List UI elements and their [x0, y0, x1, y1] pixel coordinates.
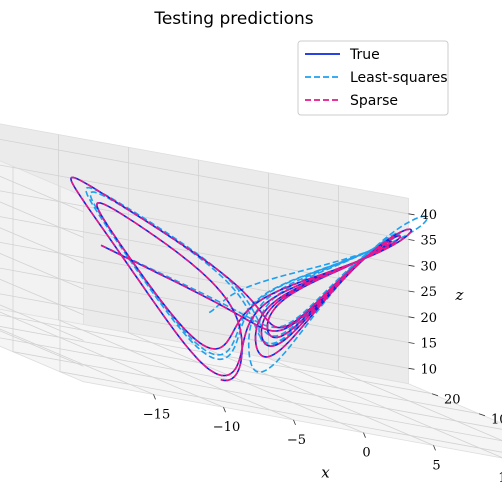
- y-tick-label: 10: [491, 413, 502, 428]
- x-tick-mark: [363, 432, 366, 438]
- legend-label: Sparse: [350, 93, 398, 109]
- grid-line-z: [0, 190, 409, 266]
- legend: True Least-squares Sparse: [297, 40, 449, 116]
- grid-line-y: [59, 371, 502, 453]
- trajectory-lines: [70, 176, 429, 382]
- z-tick-mark: [408, 342, 415, 344]
- legend-label: True: [349, 47, 380, 63]
- grid-line-z: [0, 253, 84, 290]
- x-tick-label: −15: [143, 407, 170, 422]
- legend-label: Least-squares: [350, 70, 448, 86]
- z-tick-label: 35: [421, 234, 438, 249]
- x-tick-mark: [433, 445, 436, 451]
- z-tick-mark: [408, 239, 415, 241]
- grid-line-z: [0, 138, 409, 215]
- x-tick-mark: [153, 394, 156, 400]
- grid-line-z: [0, 267, 409, 343]
- z-tick-label: 40: [421, 208, 438, 223]
- x-tick-label: 10: [498, 471, 502, 486]
- z-axis-label: z: [455, 286, 464, 304]
- legend-box: [297, 40, 449, 116]
- grid-line-z: [0, 227, 84, 264]
- z-tick-mark: [408, 213, 415, 216]
- z-tick-mark: [408, 290, 415, 293]
- z-tick-label: 10: [421, 362, 438, 377]
- z-tick-label: 30: [421, 259, 438, 274]
- grid-line-z: [0, 330, 84, 367]
- x-tick-label: −10: [213, 420, 240, 435]
- x-tick-label: 5: [432, 458, 440, 473]
- series-sparse-line: [70, 176, 413, 382]
- x-tick-mark: [223, 407, 226, 413]
- grid-line-y: [0, 314, 433, 395]
- grid-line-z: [0, 201, 84, 238]
- z-tick-label: 15: [421, 337, 438, 352]
- chart-title: Testing predictions: [153, 9, 313, 29]
- grid-line-z: [0, 164, 409, 240]
- grid-line-y: [0, 337, 502, 430]
- grid-line-z: [0, 304, 84, 341]
- z-tick-mark: [408, 316, 415, 319]
- z-tick-label: 20: [421, 311, 438, 326]
- grid-lines: [0, 134, 502, 458]
- grid-line-z: [0, 278, 84, 316]
- y-tick-mark: [431, 393, 439, 397]
- z-tick-label: 25: [421, 285, 438, 300]
- grid-line-y: [12, 351, 502, 442]
- x-tick-label: 0: [362, 446, 370, 461]
- y-tick-label: 20: [444, 393, 461, 408]
- grid-line-z: [0, 293, 409, 369]
- x-axis-label: x: [321, 464, 330, 482]
- x-tick-label: −5: [287, 433, 306, 448]
- z-tick-mark: [408, 264, 415, 267]
- grid-line-z: [0, 175, 84, 213]
- y-tick-mark: [478, 413, 486, 417]
- z-tick-mark: [408, 367, 415, 370]
- grid-line-y: [0, 326, 480, 415]
- x-tick-mark: [293, 419, 296, 426]
- axis-ticks: −15−10−5051015−20−100102010152025303540: [143, 208, 502, 486]
